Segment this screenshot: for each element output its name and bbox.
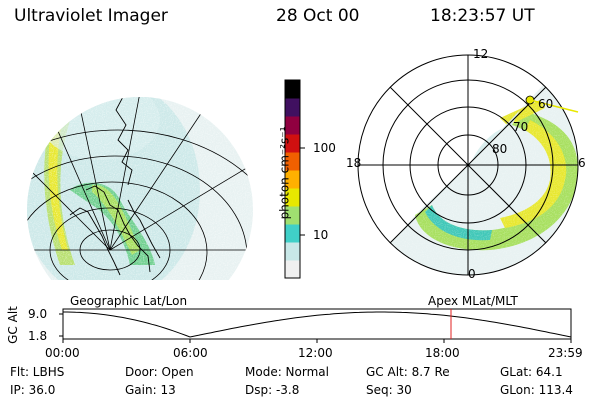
colorbar-ticks (300, 147, 305, 236)
colorbar-swatch (285, 224, 300, 243)
info-seq: Seq: 30 (366, 383, 412, 397)
info-glon: GLon: 113.4 (500, 383, 573, 397)
colorbar-frame (284, 79, 301, 279)
info-gc-alt: GC Alt: 8.7 Re (366, 365, 450, 379)
spacecraft-marker (525, 95, 579, 113)
orbit-ticks (59, 313, 572, 343)
colorbar-tick-10: 10 (313, 228, 329, 242)
info-ip: IP: 36.0 (10, 383, 56, 397)
orbit-ylabel: GC Alt (5, 306, 20, 344)
orbit-xtick-2: 12:00 (298, 346, 333, 360)
time-label: 18:23:57 UT (430, 6, 535, 26)
apex-grid (357, 54, 579, 276)
colorbar-swatch (285, 98, 300, 117)
apex-panel-label: Apex MLat/MLT (428, 294, 518, 308)
altitude-curve (63, 311, 572, 338)
colorbar-unit-label: photon cm⁻²s⁻¹ (277, 126, 292, 220)
info-mode: Mode: Normal (245, 365, 329, 379)
colorbar-swatch (285, 134, 300, 153)
info-glat: GLat: 64.1 (500, 365, 563, 379)
mlt-label-0: 0 (468, 267, 476, 281)
mlt-label-6: 6 (578, 156, 586, 170)
info-gain: Gain: 13 (125, 383, 176, 397)
colorbar-swatch (285, 206, 300, 225)
info-door: Door: Open (125, 365, 194, 379)
colorbar (284, 79, 301, 279)
mlt-label-18: 18 (346, 156, 362, 170)
geo-panel-label: Geographic Lat/Lon (70, 294, 188, 308)
mlt-label-12: 12 (473, 47, 489, 61)
colorbar-swatch (285, 188, 300, 207)
instrument-title: Ultraviolet Imager (14, 6, 168, 26)
orbit-ytick-min: 1.8 (28, 329, 48, 343)
apex-image-panel (357, 54, 579, 276)
mlat-label-60: 60 (538, 97, 554, 111)
mlat-label-80: 80 (492, 142, 508, 156)
info-dsp: Dsp: -3.8 (245, 383, 300, 397)
colorbar-swatch (285, 152, 300, 171)
mlat-label-70: 70 (513, 120, 529, 134)
colorbar-swatch (285, 242, 300, 261)
info-filter: Flt: LBHS (10, 365, 65, 379)
orbit-plot (59, 308, 572, 343)
colorbar-swatch (285, 80, 300, 99)
date-label: 28 Oct 00 (276, 6, 360, 26)
colorbar-tick-100: 100 (313, 141, 336, 155)
colorbar-swatch (285, 116, 300, 135)
colorbar-swatch (285, 170, 300, 189)
colorbar-swatch (285, 260, 300, 279)
orbit-xtick-4: 23:59 (548, 346, 583, 360)
orbit-xtick-1: 06:00 (173, 346, 208, 360)
orbit-xtick-0: 00:00 (45, 346, 80, 360)
orbit-ytick-max: 9.0 (28, 307, 48, 321)
orbit-xtick-3: 18:00 (425, 346, 460, 360)
